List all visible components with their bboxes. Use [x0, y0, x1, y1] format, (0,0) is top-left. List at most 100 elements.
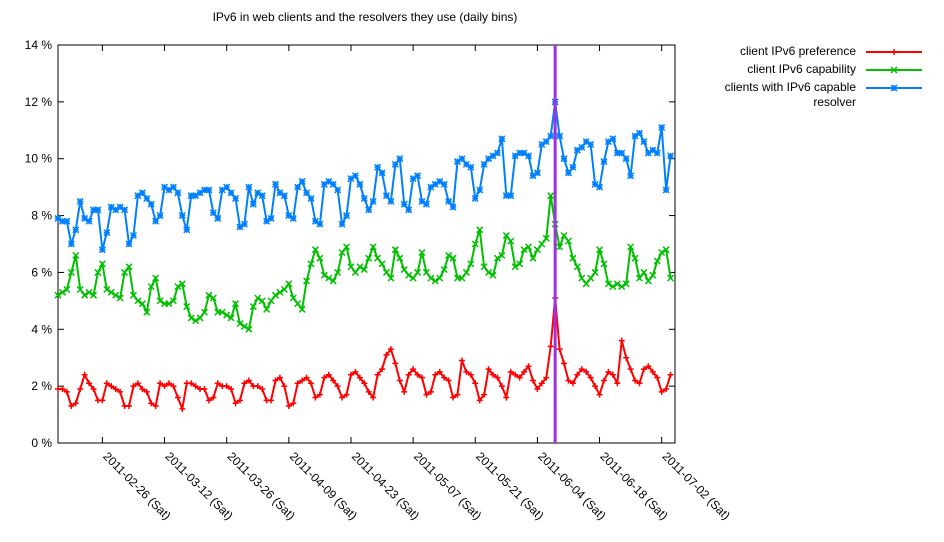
data-point [196, 189, 204, 197]
data-point [307, 260, 315, 268]
data-point [156, 297, 164, 305]
data-point [445, 377, 452, 384]
data-point [338, 248, 346, 257]
data-point [543, 374, 550, 381]
data-point [134, 192, 142, 200]
data-point [538, 140, 546, 149]
data-point [254, 383, 261, 390]
data-point [382, 268, 391, 276]
data-point [325, 274, 333, 282]
data-point [228, 385, 235, 392]
data-point [276, 288, 284, 296]
data-point [152, 217, 160, 225]
data-point [436, 368, 443, 375]
data-point [658, 123, 666, 131]
data-point [662, 246, 670, 254]
data-point [316, 391, 323, 398]
data-point [498, 251, 506, 259]
data-point [520, 149, 528, 157]
data-point [116, 294, 124, 302]
data-point [187, 314, 195, 322]
data-point [578, 274, 586, 282]
data-point [330, 377, 337, 384]
data-point [240, 220, 248, 228]
data-point [649, 146, 657, 154]
data-point [174, 394, 181, 401]
data-point [298, 177, 306, 185]
data-point [592, 383, 599, 390]
data-point [236, 223, 244, 231]
data-point [157, 380, 164, 387]
y-tick-label: 14 % [25, 38, 53, 52]
data-point [303, 277, 311, 285]
data-point [383, 351, 390, 358]
data-point [440, 266, 448, 274]
data-point [490, 371, 497, 378]
data-point [636, 380, 643, 387]
data-point [374, 371, 381, 378]
data-point [467, 260, 475, 268]
data-point [476, 226, 484, 234]
data-point [516, 374, 523, 381]
data-point [556, 346, 563, 353]
data-point [112, 385, 119, 392]
data-point [290, 400, 297, 407]
data-point [134, 297, 142, 305]
data-point [76, 197, 84, 205]
data-point [169, 183, 177, 191]
data-point [143, 308, 151, 316]
x-tick-label: 2011-02-26 (Sat) [100, 449, 173, 522]
data-point [77, 385, 84, 392]
data-point [485, 155, 493, 163]
data-point [223, 183, 231, 191]
data-point [85, 217, 93, 225]
data-point [627, 243, 635, 251]
data-point [94, 206, 102, 214]
data-point [285, 212, 293, 220]
data-point [378, 169, 386, 177]
legend-label: client IPv6 preference [739, 44, 856, 58]
data-point [556, 132, 564, 140]
data-point [342, 243, 351, 251]
data-point [218, 186, 226, 194]
data-point [410, 366, 417, 373]
data-point [72, 226, 80, 234]
data-point [596, 183, 604, 191]
data-point [471, 194, 479, 203]
data-point [103, 285, 111, 294]
data-point [467, 163, 475, 171]
data-point [667, 371, 674, 378]
data-point [294, 380, 301, 387]
data-point [152, 403, 159, 410]
data-point [311, 217, 319, 225]
data-point [396, 377, 403, 384]
data-point [103, 229, 111, 237]
data-point [569, 254, 577, 262]
data-point [422, 200, 430, 208]
data-point [294, 183, 302, 191]
data-point [147, 283, 155, 291]
data-point [524, 152, 533, 160]
data-point [387, 346, 394, 353]
data-point [529, 377, 536, 384]
data-point [103, 380, 110, 387]
data-point [414, 172, 422, 180]
data-point [449, 203, 457, 211]
data-point [352, 368, 359, 375]
data-point [205, 397, 212, 404]
data-point [658, 248, 666, 257]
data-point [667, 274, 675, 282]
data-point [400, 266, 408, 274]
data-point [627, 366, 634, 373]
data-point [489, 152, 497, 160]
data-point [161, 383, 168, 390]
data-point [400, 200, 408, 208]
data-point [405, 271, 413, 279]
data-point [298, 305, 306, 313]
data-point [232, 400, 239, 407]
data-point [271, 291, 280, 299]
data-point [618, 283, 626, 291]
data-point [538, 380, 545, 387]
data-point [441, 374, 448, 381]
data-point [205, 291, 213, 299]
